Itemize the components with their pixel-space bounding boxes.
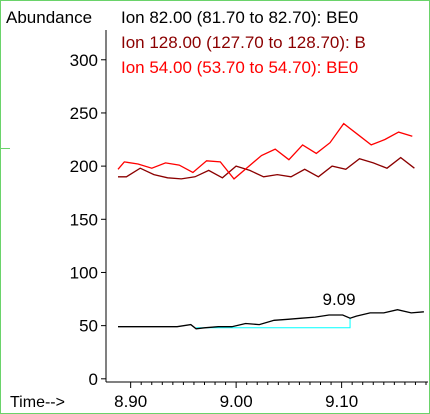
y-tick-label: 0 — [89, 370, 98, 389]
legend-entry-2: Ion 128.00 (127.70 to 128.70): B — [121, 33, 366, 52]
x-tick-label: 9.00 — [220, 392, 253, 411]
y-tick-label: 300 — [70, 51, 98, 70]
x-ticks: 8.90 9.00 9.10 — [114, 382, 427, 411]
y-tick-label: 50 — [79, 317, 98, 336]
frame-edge-mark — [0, 148, 10, 149]
y-tick-label: 200 — [70, 157, 98, 176]
series-line-3 — [117, 122, 413, 180]
peak-baseline — [196, 318, 351, 329]
x-axis-label: Time--> — [10, 394, 65, 411]
y-axis-label: Abundance — [6, 8, 92, 27]
series-line-1 — [118, 309, 424, 330]
series-lines — [117, 122, 424, 330]
peak-label: 9.09 — [323, 290, 356, 309]
y-tick-label: 250 — [70, 104, 98, 123]
x-tick-label: 9.10 — [325, 392, 358, 411]
y-tick-label: 150 — [70, 210, 98, 229]
y-tick-label: 100 — [70, 263, 98, 282]
legend-entry-1: Ion 82.00 (81.70 to 82.70): BE0 — [121, 8, 358, 27]
axes — [105, 30, 428, 383]
legend-entry-3: Ion 54.00 (53.70 to 54.70): BE0 — [121, 58, 358, 77]
series-line-2 — [118, 156, 415, 180]
x-tick-label: 8.90 — [114, 392, 147, 411]
peak-annotation: 9.09 — [196, 290, 356, 329]
y-ticks: 0 50 100 150 200 250 300 — [70, 51, 106, 389]
legend: Ion 82.00 (81.70 to 82.70): BE0 Ion 128.0… — [121, 8, 366, 77]
